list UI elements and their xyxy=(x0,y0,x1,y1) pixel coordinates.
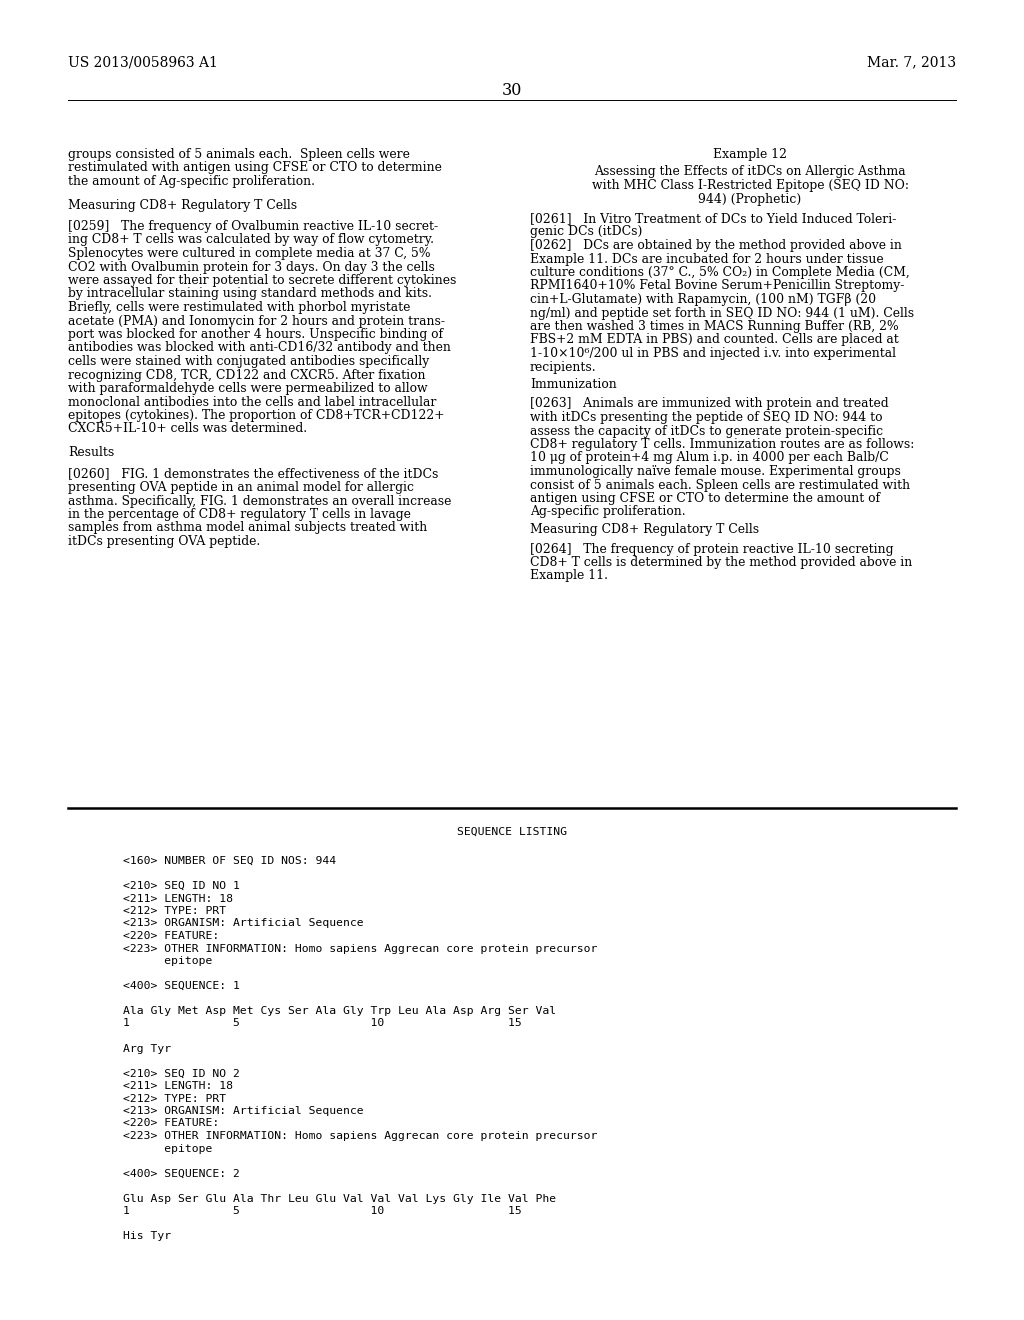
Text: Measuring CD8+ Regulatory T Cells: Measuring CD8+ Regulatory T Cells xyxy=(530,523,759,536)
Text: antigen using CFSE or CTO to determine the amount of: antigen using CFSE or CTO to determine t… xyxy=(530,492,880,506)
Text: cin+L-Glutamate) with Rapamycin, (100 nM) TGFβ (20: cin+L-Glutamate) with Rapamycin, (100 nM… xyxy=(530,293,877,306)
Text: Glu Asp Ser Glu Ala Thr Leu Glu Val Val Val Lys Gly Ile Val Phe: Glu Asp Ser Glu Ala Thr Leu Glu Val Val … xyxy=(123,1193,556,1204)
Text: CD8+ regulatory T cells. Immunization routes are as follows:: CD8+ regulatory T cells. Immunization ro… xyxy=(530,438,914,451)
Text: Immunization: Immunization xyxy=(530,378,616,391)
Text: [0264]   The frequency of protein reactive IL-10 secreting: [0264] The frequency of protein reactive… xyxy=(530,543,894,556)
Text: ing CD8+ T cells was calculated by way of flow cytometry.: ing CD8+ T cells was calculated by way o… xyxy=(68,234,434,247)
Text: [0260]   FIG. 1 demonstrates the effectiveness of the itDCs: [0260] FIG. 1 demonstrates the effective… xyxy=(68,467,438,480)
Text: Arg Tyr: Arg Tyr xyxy=(123,1044,171,1053)
Text: 1-10×10⁶/200 ul in PBS and injected i.v. into experimental: 1-10×10⁶/200 ul in PBS and injected i.v.… xyxy=(530,347,896,360)
Text: immunologically naïve female mouse. Experimental groups: immunologically naïve female mouse. Expe… xyxy=(530,465,901,478)
Text: culture conditions (37° C., 5% CO₂) in Complete Media (CM,: culture conditions (37° C., 5% CO₂) in C… xyxy=(530,267,909,279)
Text: SEQUENCE LISTING: SEQUENCE LISTING xyxy=(457,828,567,837)
Text: <212> TYPE: PRT: <212> TYPE: PRT xyxy=(123,906,226,916)
Text: US 2013/0058963 A1: US 2013/0058963 A1 xyxy=(68,55,218,69)
Text: Measuring CD8+ Regulatory T Cells: Measuring CD8+ Regulatory T Cells xyxy=(68,198,297,211)
Text: recipients.: recipients. xyxy=(530,360,597,374)
Text: by intracellular staining using standard methods and kits.: by intracellular staining using standard… xyxy=(68,288,432,301)
Text: Example 11.: Example 11. xyxy=(530,569,608,582)
Text: [0263]   Animals are immunized with protein and treated: [0263] Animals are immunized with protei… xyxy=(530,397,889,411)
Text: 1               5                   10                  15: 1 5 10 15 xyxy=(123,1206,522,1216)
Text: <223> OTHER INFORMATION: Homo sapiens Aggrecan core protein precursor: <223> OTHER INFORMATION: Homo sapiens Ag… xyxy=(123,944,597,953)
Text: CO2 with Ovalbumin protein for 3 days. On day 3 the cells: CO2 with Ovalbumin protein for 3 days. O… xyxy=(68,260,435,273)
Text: groups consisted of 5 animals each.  Spleen cells were: groups consisted of 5 animals each. Sple… xyxy=(68,148,410,161)
Text: <220> FEATURE:: <220> FEATURE: xyxy=(123,1118,219,1129)
Text: presenting OVA peptide in an animal model for allergic: presenting OVA peptide in an animal mode… xyxy=(68,480,414,494)
Text: <223> OTHER INFORMATION: Homo sapiens Aggrecan core protein precursor: <223> OTHER INFORMATION: Homo sapiens Ag… xyxy=(123,1131,597,1140)
Text: Results: Results xyxy=(68,446,115,459)
Text: are then washed 3 times in MACS Running Buffer (RB, 2%: are then washed 3 times in MACS Running … xyxy=(530,319,899,333)
Text: <213> ORGANISM: Artificial Sequence: <213> ORGANISM: Artificial Sequence xyxy=(123,919,364,928)
Text: Splenocytes were cultured in complete media at 37 C, 5%: Splenocytes were cultured in complete me… xyxy=(68,247,430,260)
Text: 10 μg of protein+4 mg Alum i.p. in 4000 per each Balb/C: 10 μg of protein+4 mg Alum i.p. in 4000 … xyxy=(530,451,889,465)
Text: assess the capacity of itDCs to generate protein-specific: assess the capacity of itDCs to generate… xyxy=(530,425,883,437)
Text: <211> LENGTH: 18: <211> LENGTH: 18 xyxy=(123,1081,233,1092)
Text: asthma. Specifically, FIG. 1 demonstrates an overall increase: asthma. Specifically, FIG. 1 demonstrate… xyxy=(68,495,452,507)
Text: Ala Gly Met Asp Met Cys Ser Ala Gly Trp Leu Ala Asp Arg Ser Val: Ala Gly Met Asp Met Cys Ser Ala Gly Trp … xyxy=(123,1006,556,1016)
Text: 1               5                   10                  15: 1 5 10 15 xyxy=(123,1019,522,1028)
Text: RPMI1640+10% Fetal Bovine Serum+Penicillin Streptomy-: RPMI1640+10% Fetal Bovine Serum+Penicill… xyxy=(530,280,904,293)
Text: cells were stained with conjugated antibodies specifically: cells were stained with conjugated antib… xyxy=(68,355,429,368)
Text: Briefly, cells were restimulated with phorbol myristate: Briefly, cells were restimulated with ph… xyxy=(68,301,411,314)
Text: monoclonal antibodies into the cells and label intracellular: monoclonal antibodies into the cells and… xyxy=(68,396,436,408)
Text: <210> SEQ ID NO 2: <210> SEQ ID NO 2 xyxy=(123,1068,240,1078)
Text: <400> SEQUENCE: 2: <400> SEQUENCE: 2 xyxy=(123,1168,240,1179)
Text: were assayed for their potential to secrete different cytokines: were assayed for their potential to secr… xyxy=(68,275,457,286)
Text: epitope: epitope xyxy=(123,1143,212,1154)
Text: the amount of Ag-specific proliferation.: the amount of Ag-specific proliferation. xyxy=(68,176,315,187)
Text: samples from asthma model animal subjects treated with: samples from asthma model animal subject… xyxy=(68,521,427,535)
Text: [0259]   The frequency of Ovalbumin reactive IL-10 secret-: [0259] The frequency of Ovalbumin reacti… xyxy=(68,220,438,234)
Text: His Tyr: His Tyr xyxy=(123,1232,171,1241)
Text: Example 12: Example 12 xyxy=(713,148,787,161)
Text: [0262]   DCs are obtained by the method provided above in: [0262] DCs are obtained by the method pr… xyxy=(530,239,902,252)
Text: with itDCs presenting the peptide of SEQ ID NO: 944 to: with itDCs presenting the peptide of SEQ… xyxy=(530,411,883,424)
Text: with paraformaldehyde cells were permeabilized to allow: with paraformaldehyde cells were permeab… xyxy=(68,381,428,395)
Text: recognizing CD8, TCR, CD122 and CXCR5. After fixation: recognizing CD8, TCR, CD122 and CXCR5. A… xyxy=(68,368,426,381)
Text: <210> SEQ ID NO 1: <210> SEQ ID NO 1 xyxy=(123,880,240,891)
Text: ng/ml) and peptide set forth in SEQ ID NO: 944 (1 uM). Cells: ng/ml) and peptide set forth in SEQ ID N… xyxy=(530,306,914,319)
Text: <400> SEQUENCE: 1: <400> SEQUENCE: 1 xyxy=(123,981,240,991)
Text: 30: 30 xyxy=(502,82,522,99)
Text: Mar. 7, 2013: Mar. 7, 2013 xyxy=(867,55,956,69)
Text: <213> ORGANISM: Artificial Sequence: <213> ORGANISM: Artificial Sequence xyxy=(123,1106,364,1115)
Text: CXCR5+IL-10+ cells was determined.: CXCR5+IL-10+ cells was determined. xyxy=(68,422,307,436)
Text: port was blocked for another 4 hours. Unspecific binding of: port was blocked for another 4 hours. Un… xyxy=(68,327,443,341)
Text: FBS+2 mM EDTA in PBS) and counted. Cells are placed at: FBS+2 mM EDTA in PBS) and counted. Cells… xyxy=(530,334,899,346)
Text: <211> LENGTH: 18: <211> LENGTH: 18 xyxy=(123,894,233,903)
Text: with MHC Class I-Restricted Epitope (SEQ ID NO:: with MHC Class I-Restricted Epitope (SEQ… xyxy=(592,180,908,191)
Text: genic DCs (itDCs): genic DCs (itDCs) xyxy=(530,226,642,239)
Text: <220> FEATURE:: <220> FEATURE: xyxy=(123,931,219,941)
Text: antibodies was blocked with anti-CD16/32 antibody and then: antibodies was blocked with anti-CD16/32… xyxy=(68,342,451,355)
Text: <212> TYPE: PRT: <212> TYPE: PRT xyxy=(123,1093,226,1104)
Text: restimulated with antigen using CFSE or CTO to determine: restimulated with antigen using CFSE or … xyxy=(68,161,442,174)
Text: epitopes (cytokines). The proportion of CD8+TCR+CD122+: epitopes (cytokines). The proportion of … xyxy=(68,409,444,422)
Text: epitope: epitope xyxy=(123,956,212,966)
Text: Ag-specific proliferation.: Ag-specific proliferation. xyxy=(530,506,686,519)
Text: Example 11. DCs are incubated for 2 hours under tissue: Example 11. DCs are incubated for 2 hour… xyxy=(530,252,884,265)
Text: itDCs presenting OVA peptide.: itDCs presenting OVA peptide. xyxy=(68,535,260,548)
Text: Assessing the Effects of itDCs on Allergic Asthma: Assessing the Effects of itDCs on Allerg… xyxy=(594,165,906,178)
Text: 944) (Prophetic): 944) (Prophetic) xyxy=(698,193,802,206)
Text: CD8+ T cells is determined by the method provided above in: CD8+ T cells is determined by the method… xyxy=(530,556,912,569)
Text: <160> NUMBER OF SEQ ID NOS: 944: <160> NUMBER OF SEQ ID NOS: 944 xyxy=(123,855,336,866)
Text: acetate (PMA) and Ionomycin for 2 hours and protein trans-: acetate (PMA) and Ionomycin for 2 hours … xyxy=(68,314,445,327)
Text: in the percentage of CD8+ regulatory T cells in lavage: in the percentage of CD8+ regulatory T c… xyxy=(68,508,411,521)
Text: [0261]   In Vitro Treatment of DCs to Yield Induced Toleri-: [0261] In Vitro Treatment of DCs to Yiel… xyxy=(530,213,896,224)
Text: consist of 5 animals each. Spleen cells are restimulated with: consist of 5 animals each. Spleen cells … xyxy=(530,479,910,491)
